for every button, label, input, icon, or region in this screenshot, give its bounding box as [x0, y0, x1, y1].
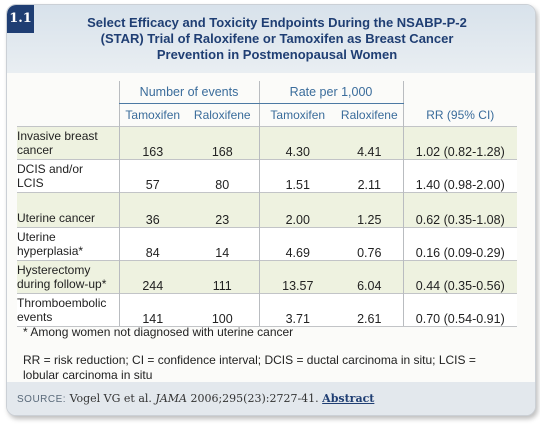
cell-raloxifene-rate: 6.04 — [336, 260, 404, 294]
cell-raloxifene-events: 168 — [186, 126, 260, 160]
cell-rr: 1.02 (0.82-1.28) — [402, 126, 518, 160]
table-row: Uterine hyperplasia* 84 14 4.69 0.76 0.16… — [17, 227, 518, 261]
cell-tamoxifen-rate: 3.71 — [258, 293, 337, 327]
group-header-events: Number of events — [118, 81, 260, 104]
cell-tamoxifen-events: 84 — [118, 227, 186, 261]
column-header: RR (95% CI) — [402, 103, 518, 127]
table-title: Select Efficacy and Toxicity Endpoints D… — [59, 15, 495, 63]
column-header: Raloxifene — [193, 108, 251, 122]
cell-tamoxifen-events: 244 — [118, 260, 186, 294]
source-citation-detail: 2006;295(23):2727-41. — [190, 392, 319, 405]
title-line: Select Efficacy and Toxicity Endpoints D… — [87, 15, 467, 30]
column-header: Tamoxifen — [118, 103, 186, 127]
row-label: DCIS and/or LCIS — [17, 159, 119, 193]
table-number-badge: 1.1 — [7, 5, 34, 33]
abstract-link[interactable]: Abstract — [322, 392, 375, 405]
cell-tamoxifen-rate: 1.51 — [258, 159, 337, 193]
cell-rr: 1.40 (0.98-2.00) — [402, 159, 518, 193]
column-header: Tamoxifen — [258, 103, 337, 127]
cell-raloxifene-rate: 0.76 — [336, 227, 404, 261]
row-label: Uterine hyperplasia* — [17, 227, 119, 261]
cell-tamoxifen-rate: 4.30 — [258, 126, 337, 160]
row-label: Thromboembolic events — [17, 293, 119, 327]
column-header: Raloxifene — [340, 108, 398, 122]
endpoints-table: Number of events Rate per 1,000 Tamoxife… — [17, 81, 518, 327]
table-header-band: Select Efficacy and Toxicity Endpoints D… — [7, 5, 535, 73]
row-label: Uterine cancer — [17, 192, 119, 228]
group-header-rate: Rate per 1,000 — [258, 81, 404, 104]
footnote-asterisk: * Among women not diagnosed with uterine… — [23, 325, 294, 339]
cell-raloxifene-events: 100 — [186, 293, 260, 327]
source-bar: SOURCE: Vogel VG et al. JAMA 2006;295(23… — [7, 382, 535, 415]
cell-raloxifene-events: 14 — [186, 227, 260, 261]
cell-raloxifene-rate: 2.11 — [336, 159, 404, 193]
table-row: Invasive breast cancer 163 168 4.30 4.41 … — [17, 126, 518, 160]
cell-raloxifene-events: 23 — [186, 192, 260, 228]
cell-tamoxifen-rate: 4.69 — [258, 227, 337, 261]
cell-raloxifene-events: 80 — [186, 159, 260, 193]
table-row: Uterine cancer 36 23 2.00 1.25 0.62 (0.3… — [17, 192, 518, 228]
cell-raloxifene-events: 111 — [186, 260, 260, 294]
cell-tamoxifen-rate: 2.00 — [258, 192, 337, 228]
cell-rr: 0.44 (0.35-0.56) — [402, 260, 518, 294]
cell-tamoxifen-events: 163 — [118, 126, 186, 160]
row-label: Hysterectomy during follow-up* — [17, 260, 119, 294]
title-line: (STAR) Trial of Raloxifene or Tamoxifen … — [100, 31, 454, 46]
title-line: Prevention in Postmenopausal Women — [156, 47, 398, 62]
footnote-abbreviations: RR = risk reduction; CI = confidence int… — [23, 353, 476, 382]
cell-tamoxifen-events: 36 — [118, 192, 186, 228]
cell-raloxifene-rate: 2.61 — [336, 293, 404, 327]
cell-raloxifene-rate: 4.41 — [336, 126, 404, 160]
source-label: SOURCE: — [17, 394, 67, 405]
cell-rr: 0.16 (0.09-0.29) — [402, 227, 518, 261]
table-row: DCIS and/or LCIS 57 80 1.51 2.11 1.40 (0.… — [17, 159, 518, 193]
cell-rr: 0.62 (0.35-1.08) — [402, 192, 518, 228]
table-row: Thromboembolic events 141 100 3.71 2.61 0… — [17, 293, 518, 327]
source-authors: Vogel VG et al. — [69, 392, 152, 405]
table-row: Hysterectomy during follow-up* 244 111 13… — [17, 260, 518, 294]
table-card: Select Efficacy and Toxicity Endpoints D… — [6, 4, 536, 416]
cell-raloxifene-rate: 1.25 — [336, 192, 404, 228]
cell-tamoxifen-rate: 13.57 — [258, 260, 337, 294]
cell-tamoxifen-events: 141 — [118, 293, 186, 327]
row-label: Invasive breast cancer — [17, 126, 119, 160]
source-citation: SOURCE: Vogel VG et al. JAMA 2006;295(23… — [17, 392, 374, 405]
cell-rr: 0.70 (0.54-0.91) — [402, 293, 518, 327]
source-journal: JAMA — [155, 392, 187, 405]
cell-tamoxifen-events: 57 — [118, 159, 186, 193]
